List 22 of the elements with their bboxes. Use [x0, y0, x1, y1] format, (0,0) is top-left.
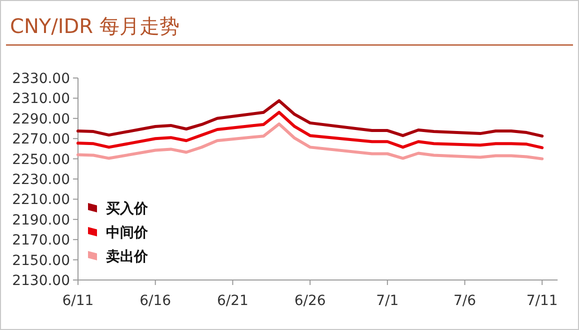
- x-tick-label: 6/21: [216, 293, 248, 309]
- x-tick-label: 7/11: [526, 293, 558, 309]
- x-tick-label: 7/1: [376, 293, 399, 309]
- y-tick-label: 2310.00: [12, 91, 70, 108]
- x-tick-label: 6/11: [62, 293, 94, 309]
- x-tick-label: 7/6: [454, 293, 476, 309]
- y-tick-label: 2250.00: [12, 152, 70, 168]
- legend-label: 卖出价: [106, 249, 149, 265]
- y-tick-label: 2270.00: [12, 132, 70, 148]
- y-tick-label: 2330.00: [12, 71, 70, 87]
- y-tick-label: 2190.00: [12, 212, 70, 228]
- y-tick-label: 2170.00: [12, 232, 70, 249]
- legend-label: 买入价: [106, 201, 149, 217]
- y-tick-label: 2210.00: [12, 192, 70, 208]
- y-tick-label: 2230.00: [12, 172, 70, 188]
- y-tick-label: 2150.00: [12, 252, 70, 269]
- legend-label: 中间价: [106, 225, 149, 241]
- x-tick-label: 6/26: [294, 293, 326, 309]
- y-tick-label: 2130.00: [12, 273, 70, 289]
- y-tick-label: 2290.00: [12, 111, 70, 128]
- x-tick-label: 6/16: [140, 293, 172, 309]
- title: CNY/IDR 每月走势: [10, 14, 180, 38]
